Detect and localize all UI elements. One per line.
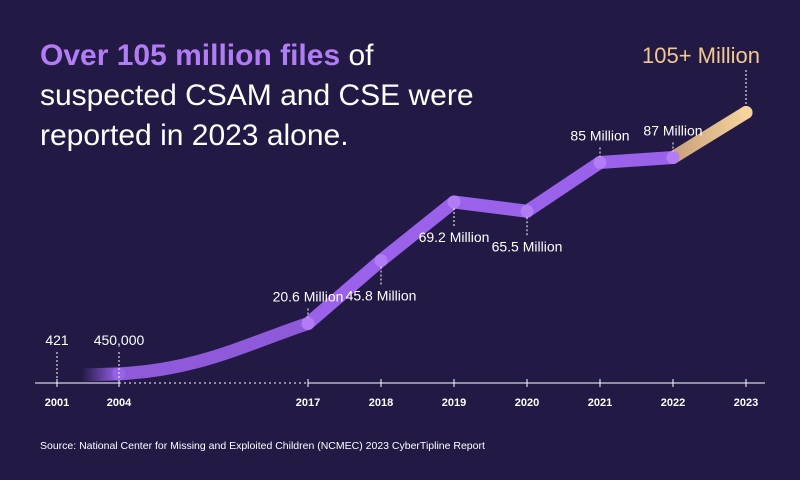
x-tick-label-2018: 2018 [369, 397, 393, 409]
line-segment-2019-2020 [447, 195, 534, 218]
data-point-2018 [374, 254, 388, 267]
data-label-2018: 45.8 Million [346, 288, 417, 304]
line-segment-2020-2021 [520, 156, 607, 218]
data-point-2021 [593, 156, 607, 169]
data-point-2020 [520, 204, 534, 218]
x-tick-label-2017: 2017 [296, 397, 320, 409]
data-label-2021: 85 Million [570, 128, 629, 144]
headline: Over 105 million files of suspected CSAM… [40, 36, 480, 156]
line-segment-2004-2017 [112, 317, 315, 381]
x-tick-label-2020: 2020 [515, 397, 539, 409]
line-segment-2022-2023 [666, 106, 753, 164]
x-tick-label-2022: 2022 [661, 397, 685, 409]
data-label-2004: 450,000 [94, 332, 145, 348]
x-tick-label-2019: 2019 [442, 397, 466, 409]
data-point-2019 [447, 195, 461, 209]
x-tick-label-2023: 2023 [734, 397, 758, 409]
data-label-2020: 65.5 Million [492, 238, 563, 254]
source-note: Source: National Center for Missing and … [40, 440, 485, 452]
data-point-2022 [666, 151, 680, 164]
line-segment-2018-2019 [374, 195, 461, 267]
x-tick-label-2004: 2004 [107, 397, 132, 409]
data-label-2022: 87 Million [643, 123, 702, 139]
data-label-2001: 421 [45, 332, 69, 348]
data-label-2023: 105+ Million [642, 43, 760, 68]
x-tick-label-2021: 2021 [588, 397, 612, 409]
data-label-2019: 69.2 Million [419, 229, 490, 245]
headline-rest: of suspected CSAM and CSE were reported … [40, 39, 474, 152]
data-label-2017: 20.6 Million [273, 289, 344, 305]
data-point-2023 [739, 106, 753, 119]
headline-highlight: Over 105 million files [40, 39, 341, 72]
line-segment-2017-2018 [301, 254, 388, 330]
x-tick-label-2001: 2001 [45, 397, 69, 409]
line-segment-2021-2022 [593, 151, 680, 169]
data-point-2017 [301, 317, 315, 330]
